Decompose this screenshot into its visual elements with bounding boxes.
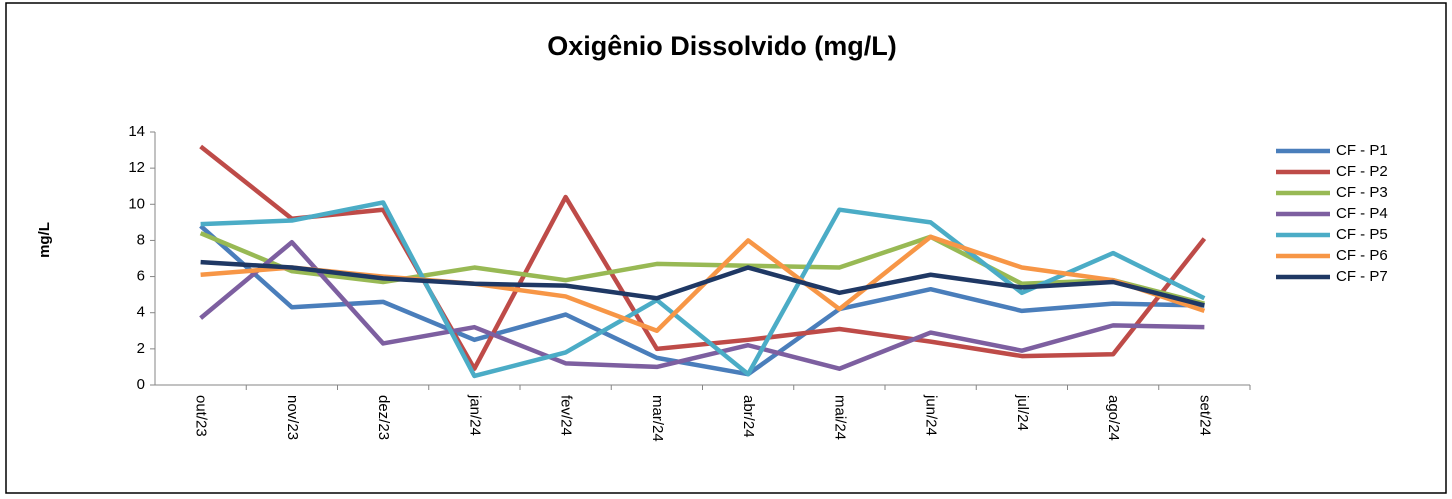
legend-label: CF - P1 — [1336, 142, 1388, 159]
x-tick-label: nov/23 — [284, 395, 301, 440]
y-tick-label: 2 — [137, 340, 145, 357]
legend-label: CF - P4 — [1336, 205, 1388, 222]
chart-border — [5, 2, 1447, 494]
x-tick-label: fev/24 — [558, 395, 575, 436]
series-line — [199, 144, 1207, 371]
y-tick-label: 14 — [128, 123, 145, 140]
legend-label: CF - P6 — [1336, 247, 1388, 264]
legend-label: CF - P7 — [1336, 268, 1388, 285]
series-line — [199, 224, 1205, 377]
y-tick-label: 12 — [128, 159, 145, 176]
chart-title: Oxigênio Dissolvido (mg/L) — [547, 31, 897, 61]
x-tick-label: mai/24 — [831, 395, 848, 440]
x-tick-label: abr/24 — [740, 395, 757, 438]
x-tick-label: mar/24 — [649, 395, 666, 442]
series-line — [199, 239, 1205, 371]
x-tick-label: set/24 — [1196, 395, 1213, 436]
legend-label: CF - P3 — [1336, 184, 1388, 201]
y-tick-label: 6 — [137, 268, 145, 285]
x-tick-label: ago/24 — [1105, 395, 1122, 441]
y-tick-label: 0 — [137, 376, 145, 393]
series-line — [199, 231, 1205, 306]
x-tick-label: jun/24 — [923, 394, 940, 436]
y-tick-label: 8 — [137, 231, 145, 248]
x-tick-label: jan/24 — [466, 394, 483, 436]
x-tick-label: out/23 — [193, 395, 210, 437]
x-tick-label: jul/24 — [1014, 394, 1031, 431]
y-tick-label: 4 — [137, 304, 145, 321]
y-axis-label: mg/L — [36, 222, 53, 258]
legend-label: CF - P2 — [1336, 163, 1388, 180]
y-tick-label: 10 — [128, 195, 145, 212]
legend-label: CF - P5 — [1336, 226, 1388, 243]
x-tick-label: dez/23 — [375, 395, 392, 440]
series-line — [200, 259, 1205, 308]
